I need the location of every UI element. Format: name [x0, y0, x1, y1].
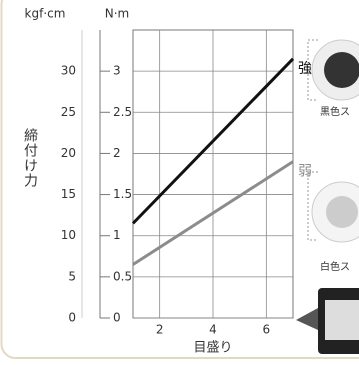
x-tick-label: 6	[263, 323, 271, 337]
y-tick-label: 1.5	[113, 187, 132, 201]
y-tick-label: 3	[113, 64, 121, 78]
x-tick-label: 2	[156, 323, 164, 337]
caption: 白色ス	[320, 260, 350, 273]
caption: 黒色ス	[320, 105, 350, 118]
dial-scale	[325, 300, 359, 340]
y2-tick-label: 5	[68, 269, 76, 283]
y2-tick-label: 10	[61, 228, 76, 242]
y-tick-label: 0	[113, 311, 121, 325]
y-unit: N·m	[105, 7, 129, 21]
y2-tick-label: 0	[68, 311, 76, 325]
x-title: 目盛り	[193, 341, 232, 356]
y2-tick-label: 20	[61, 146, 76, 160]
x-tick-label: 4	[209, 323, 217, 337]
spring-black	[324, 52, 359, 88]
y-tick-label: 2	[113, 146, 121, 160]
y-title: 締付け力	[22, 127, 38, 188]
y-tick-label: 2.5	[113, 105, 132, 119]
y2-tick-label: 30	[61, 64, 76, 78]
y2-tick-label: 25	[61, 105, 76, 119]
series-label: 強	[298, 61, 312, 77]
y2-unit: kgf·cm	[25, 7, 66, 21]
y2-tick-label: 15	[61, 187, 76, 201]
spring-white	[326, 196, 358, 228]
y-tick-label: 0.5	[113, 269, 132, 283]
y-tick-label: 1	[113, 228, 121, 242]
series-label: 弱	[298, 164, 312, 180]
